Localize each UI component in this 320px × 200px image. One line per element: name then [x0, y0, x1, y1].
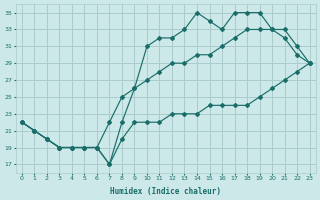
- X-axis label: Humidex (Indice chaleur): Humidex (Indice chaleur): [110, 187, 221, 196]
